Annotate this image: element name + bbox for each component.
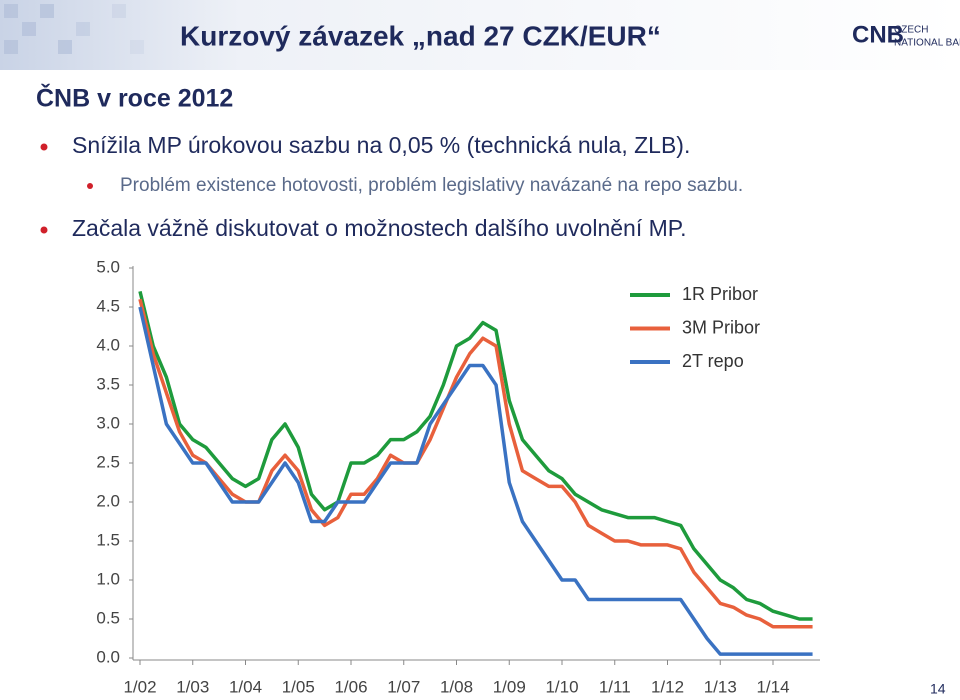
bullet-dot: [40, 143, 48, 151]
banner-squares: [4, 4, 144, 54]
x-tick-label: 1/07: [387, 677, 420, 696]
x-tick-label: 1/10: [545, 677, 578, 696]
y-tick-label: 0.5: [96, 608, 120, 627]
x-tick-label: 1/03: [176, 677, 209, 696]
series-line: [138, 306, 813, 656]
x-tick-label: 1/09: [493, 677, 526, 696]
x-tick-label: 1/14: [756, 677, 789, 696]
legend-label: 1R Pribor: [682, 284, 758, 304]
x-tick-label: 1/04: [229, 677, 262, 696]
y-tick-label: 2.0: [96, 491, 120, 510]
legend-label: 3M Pribor: [682, 317, 760, 337]
bullet: Začala vážně diskutovat o možnostech dal…: [72, 215, 687, 241]
x-tick-label: 1/12: [651, 677, 684, 696]
bullet-dot: [87, 183, 93, 189]
logo-text: CZECH: [894, 25, 928, 36]
y-tick-label: 4.0: [96, 335, 120, 354]
y-tick-label: 1.0: [96, 569, 120, 588]
x-tick-label: 1/08: [440, 677, 473, 696]
bullet: Snížila MP úrokovou sazbu na 0,05 % (tec…: [72, 132, 690, 158]
legend-label: 2T repo: [682, 351, 744, 371]
series-line: [138, 298, 813, 629]
y-tick-label: 5.0: [96, 257, 120, 276]
banner: [0, 0, 960, 70]
sub-bullet: Problém existence hotovosti, problém leg…: [120, 175, 743, 196]
y-tick-label: 3.5: [96, 374, 120, 393]
x-tick-label: 1/13: [704, 677, 737, 696]
bullet-dot: [40, 226, 48, 234]
y-tick-label: 4.5: [96, 296, 120, 315]
y-tick-label: 0.0: [96, 647, 120, 666]
x-tick-label: 1/05: [282, 677, 315, 696]
y-tick-label: 3.0: [96, 413, 120, 432]
y-tick-label: 1.5: [96, 530, 120, 549]
logo: CNB: [852, 21, 904, 48]
slide-title: Kurzový závazek „nad 27 CZK/EUR“: [180, 20, 661, 51]
logo-text: NATIONAL BANK: [894, 38, 960, 49]
y-tick-label: 2.5: [96, 452, 120, 471]
x-tick-label: 1/11: [599, 677, 631, 696]
heading: ČNB v roce 2012: [36, 83, 233, 113]
x-tick-label: 1/02: [123, 677, 156, 696]
x-tick-label: 1/06: [334, 677, 367, 696]
series-line: [138, 290, 813, 621]
page-number: 14: [930, 681, 946, 697]
